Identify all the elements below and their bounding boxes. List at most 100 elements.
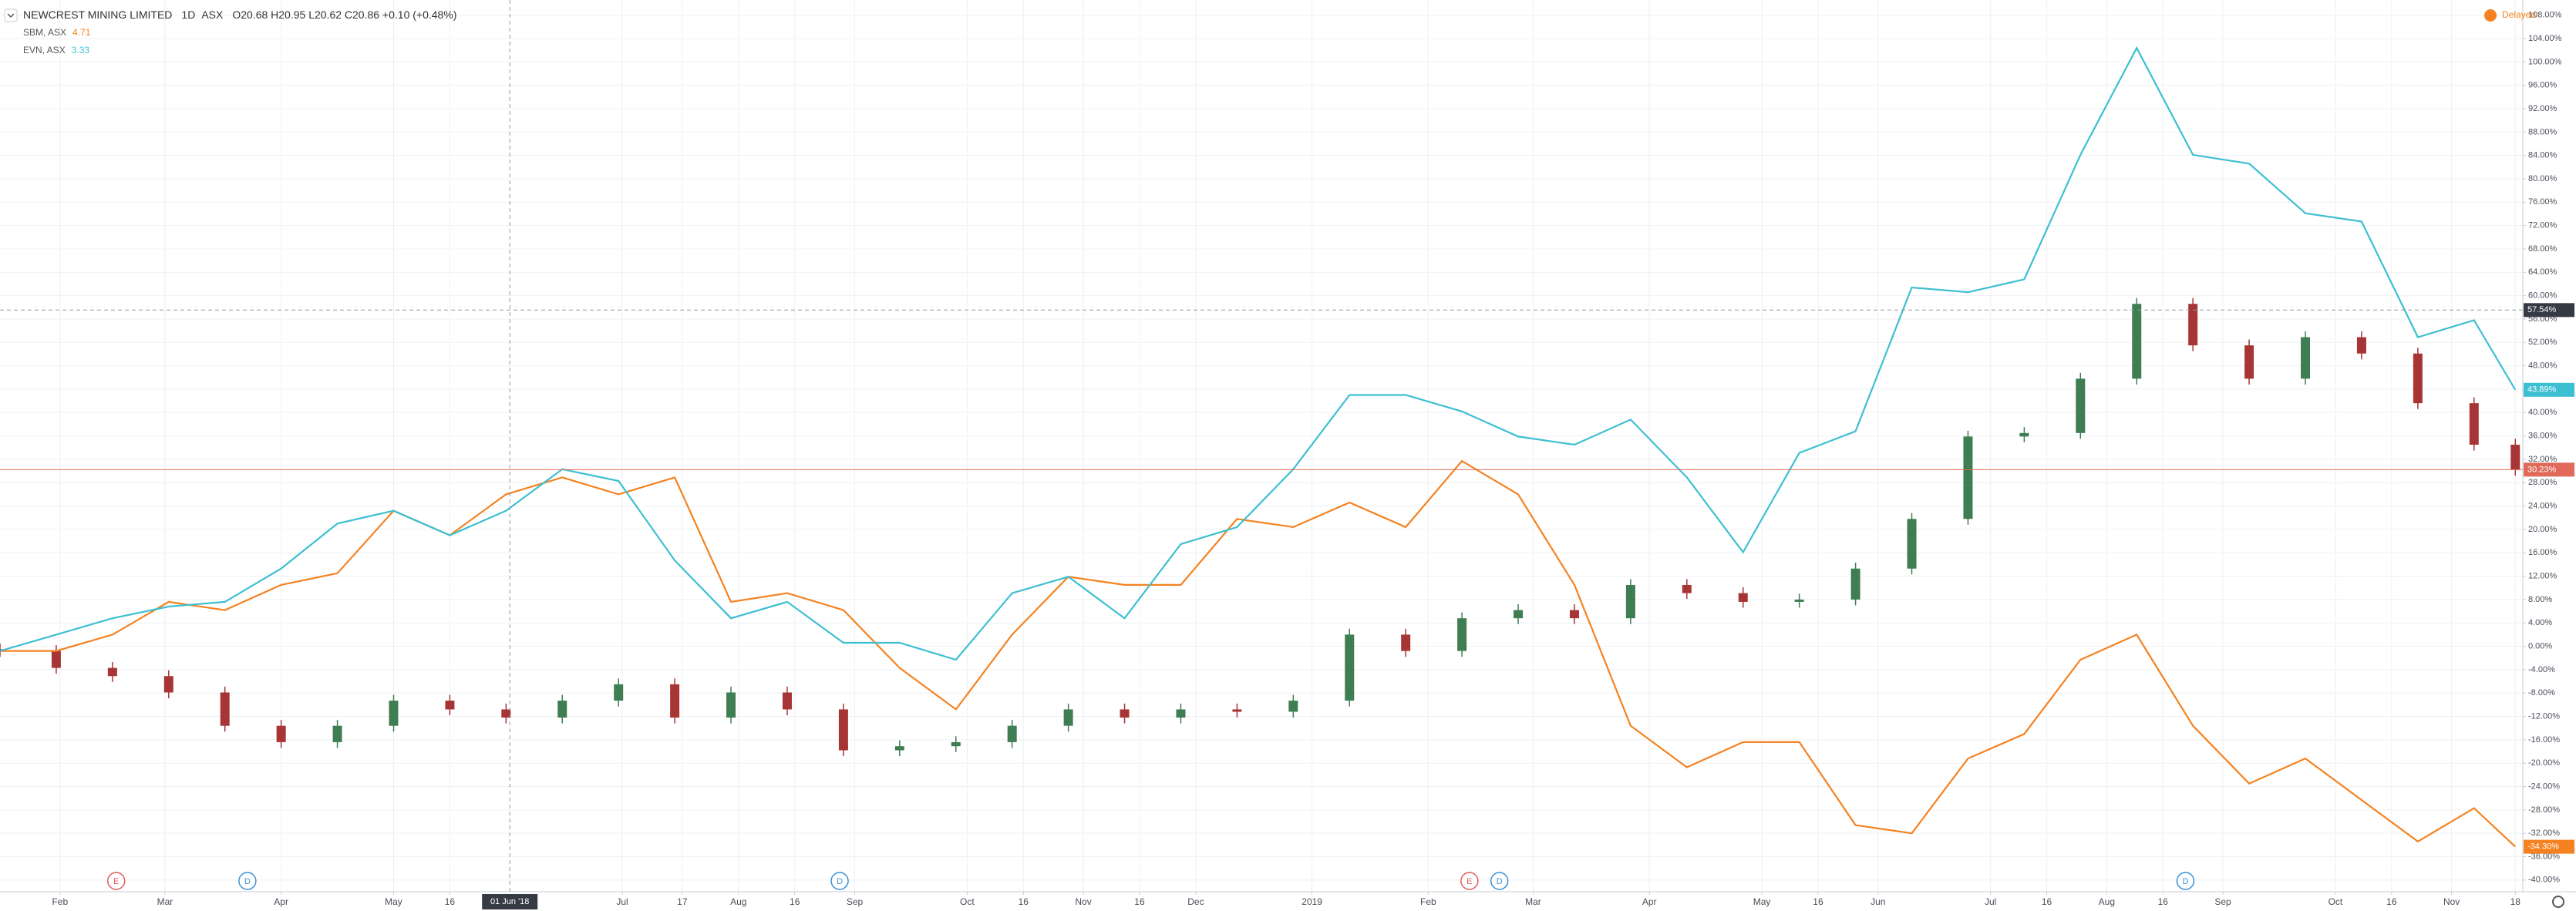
event-marker[interactable]: [1460, 872, 1479, 890]
y-tick-label: 52.00%: [2528, 338, 2557, 347]
status-icon: [2484, 9, 2497, 22]
x-tick-label: 16: [790, 896, 800, 907]
x-tick-label: Aug: [2099, 896, 2115, 907]
candle-body: [1794, 599, 1804, 602]
y-tick-label: 76.00%: [2528, 197, 2557, 207]
candle-body: [1063, 709, 1073, 726]
candle-body: [1007, 725, 1017, 742]
event-label: D: [244, 877, 251, 886]
candle-body: [163, 676, 173, 693]
x-tick-label: Apr: [1642, 896, 1657, 907]
event-label: D: [1497, 877, 1503, 886]
series-badge-label: 43.89%: [2527, 385, 2557, 395]
header-title: NEWCREST MINING LIMITED 1D ASX O20.68 H20.9…: [23, 8, 456, 21]
series-badge-label: -34.30%: [2527, 842, 2559, 852]
y-tick-label: 16.00%: [2528, 548, 2557, 557]
series-badge: [2524, 839, 2574, 854]
x-tick-label: Oct: [960, 896, 975, 907]
crosshair-x-label: 01 Jun '18: [490, 897, 529, 906]
candle-body: [1850, 568, 1860, 600]
x-tick-label: Feb: [1420, 896, 1436, 907]
y-tick-label: 68.00%: [2528, 244, 2557, 254]
candle-body: [2510, 444, 2520, 470]
axes: 108.00% 104.00% 100.00% 96.00% 92.00% 88.00% 8…: [52, 11, 2574, 909]
event-marker[interactable]: [106, 872, 126, 890]
x-tick-label: Dec: [1187, 896, 1204, 907]
y-tick-label: 20.00%: [2528, 525, 2557, 534]
legend-entry: SBM, ASX 4.71: [23, 27, 91, 38]
y-tick-label: 0.00%: [2528, 641, 2552, 650]
settings[interactable]: [2552, 896, 2564, 908]
series-badge: [2524, 382, 2574, 397]
x-tick-label: 16: [1019, 896, 1029, 907]
x-tick-label: May: [385, 896, 402, 907]
y-tick-label: 84.00%: [2528, 151, 2557, 160]
y-tick-label: -40.00%: [2528, 876, 2560, 885]
y-tick-label: -24.00%: [2528, 782, 2560, 791]
y-tick-label: 72.00%: [2528, 221, 2557, 230]
x-tick-label: Jul: [616, 896, 628, 907]
candle-body: [220, 692, 230, 726]
candle-body: [2356, 337, 2366, 354]
crosshair-x-badge: [482, 894, 538, 909]
settings-icon[interactable]: [2552, 896, 2564, 908]
candle-body: [782, 692, 792, 710]
candle-body: [51, 650, 61, 668]
y-tick-label: 36.00%: [2528, 432, 2557, 441]
y-tick-label: 92.00%: [2528, 104, 2557, 113]
x-tick-label: 16: [1813, 896, 1823, 907]
candle-body: [2019, 432, 2029, 437]
event-marker[interactable]: [830, 872, 849, 890]
y-tick-label: 32.00%: [2528, 455, 2557, 464]
x-tick-label: 16: [445, 896, 456, 907]
y-tick-label: 28.00%: [2528, 478, 2557, 487]
collapse-button[interactable]: [4, 8, 18, 22]
y-tick-label: -36.00%: [2528, 852, 2560, 861]
header: NEWCREST MINING LIMITED 1D ASX O20.68 H20.9…: [4, 8, 456, 22]
y-tick-label: -4.00%: [2528, 665, 2555, 674]
candle-body: [1963, 436, 1973, 519]
candle-body: [1401, 634, 1411, 651]
event-label: E: [1466, 877, 1472, 886]
candle-body: [1682, 584, 1692, 593]
event-marker[interactable]: [2176, 872, 2195, 890]
candle-body: [670, 684, 680, 718]
y-tick-label: -32.00%: [2528, 829, 2560, 838]
last-badge: [2524, 462, 2574, 477]
event-marker[interactable]: [1490, 872, 1509, 890]
y-tick-label: 80.00%: [2528, 174, 2557, 183]
candle-body: [501, 709, 511, 718]
crosshair-y-badge: [2524, 303, 2574, 318]
legend-price: 4.71: [72, 27, 91, 38]
x-tick-label: Apr: [274, 896, 288, 907]
candle-body: [1120, 709, 1130, 718]
ohlc: O20.68 H20.95 L20.62 C20.86 +0.10 (+0.48…: [232, 8, 456, 21]
candle-body: [1907, 519, 1917, 569]
candle-body: [2188, 304, 2198, 346]
x-tick-label: Jul: [1985, 896, 1996, 907]
crosshair-y-label: 57.54%: [2527, 305, 2557, 314]
candle-body: [1288, 701, 1298, 712]
candle-body: [1457, 618, 1467, 651]
event-marker[interactable]: [238, 872, 257, 890]
x-tick-label: 17: [677, 896, 688, 907]
y-tick-label: 104.00%: [2528, 34, 2562, 43]
symbol: NEWCREST MINING LIMITED: [23, 8, 172, 21]
y-tick-label: 4.00%: [2528, 618, 2552, 627]
y-tick-label: 96.00%: [2528, 81, 2557, 90]
interval: 1D: [181, 8, 195, 21]
event-label: D: [2182, 877, 2188, 886]
candle-body: [332, 725, 342, 742]
right-axis-bg: [2523, 0, 2576, 911]
event-label: E: [113, 877, 119, 886]
candle-body: [726, 692, 736, 718]
chevron-icon: [7, 13, 15, 18]
x-tick-label: Mar: [1525, 896, 1541, 907]
x-tick-label: Oct: [2329, 896, 2343, 907]
x-tick-label: 16: [2158, 896, 2169, 907]
candle-body: [1514, 610, 1524, 619]
candle-body: [2301, 337, 2311, 379]
